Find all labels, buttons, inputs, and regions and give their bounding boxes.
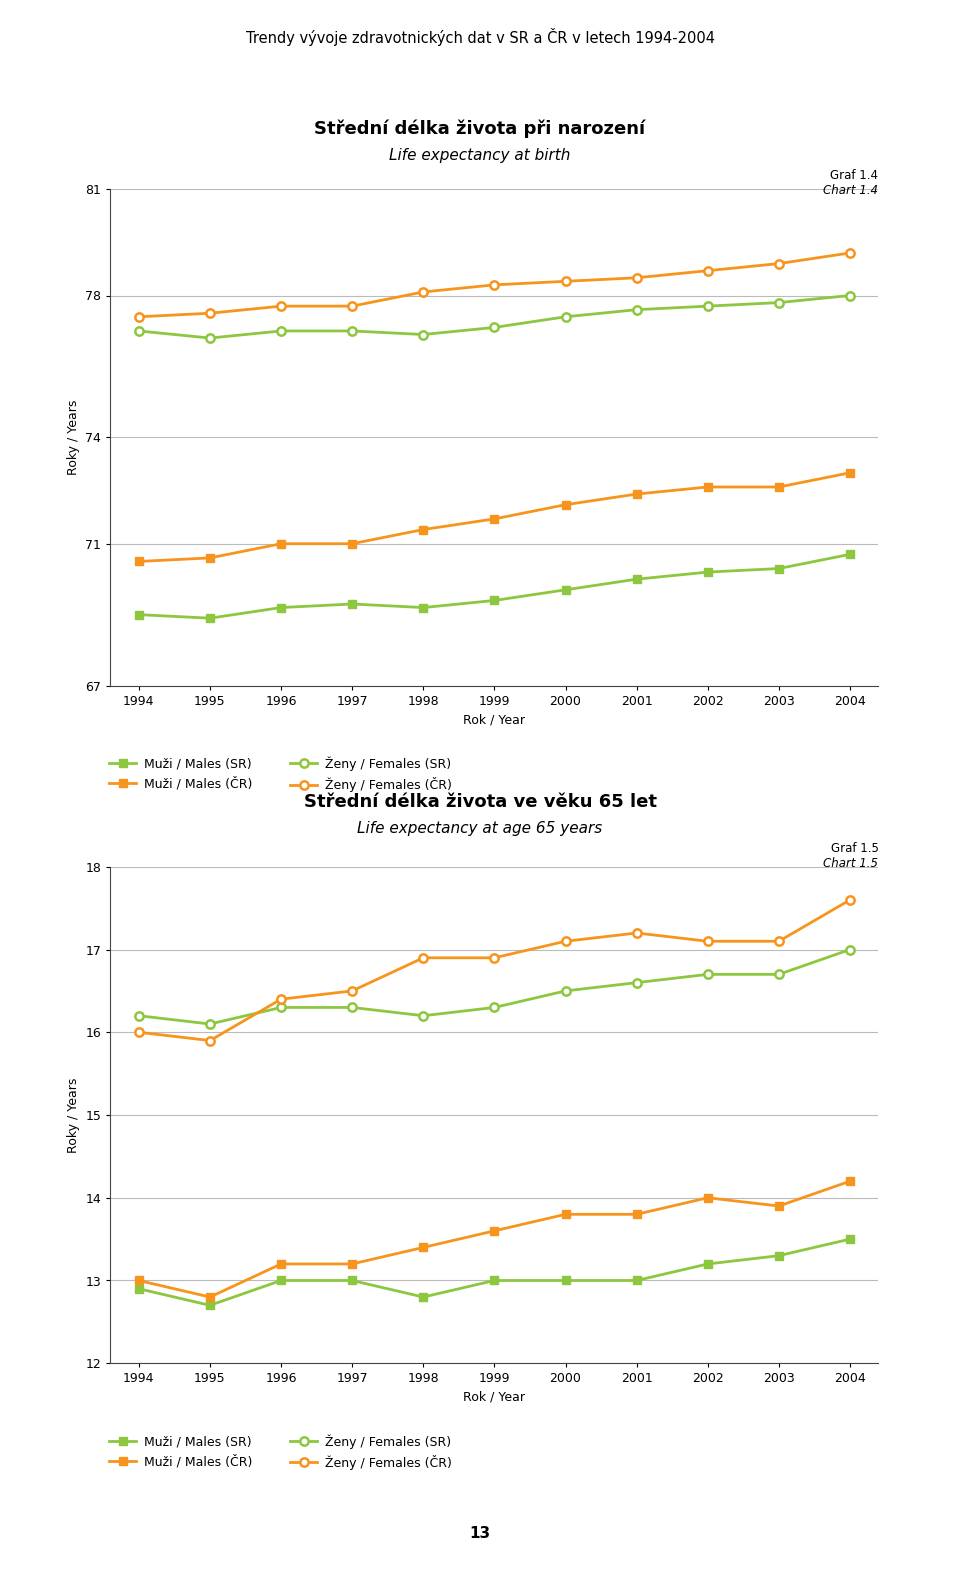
Text: Chart 1.4: Chart 1.4 xyxy=(824,184,878,197)
Text: Graf 1.4: Graf 1.4 xyxy=(830,169,878,181)
Legend: Muži / Males (SR), Muži / Males (ČR), Ženy / Females (SR), Ženy / Females (ČR): Muži / Males (SR), Muži / Males (ČR), Že… xyxy=(109,756,452,793)
Text: Střední délka života při narození: Střední délka života při narození xyxy=(315,120,645,139)
Text: Life expectancy at birth: Life expectancy at birth xyxy=(390,148,570,164)
Y-axis label: Roky / Years: Roky / Years xyxy=(67,400,80,474)
Text: Trendy vývoje zdravotnických dat v SR a ČR v letech 1994-2004: Trendy vývoje zdravotnických dat v SR a … xyxy=(246,28,714,46)
Y-axis label: Roky / Years: Roky / Years xyxy=(67,1078,80,1152)
Text: Life expectancy at age 65 years: Life expectancy at age 65 years xyxy=(357,821,603,837)
Text: Střední délka života ve věku 65 let: Střední délka života ve věku 65 let xyxy=(303,793,657,810)
Text: Graf 1.5: Graf 1.5 xyxy=(830,842,878,854)
X-axis label: Rok / Year: Rok / Year xyxy=(464,1392,525,1404)
Text: 13: 13 xyxy=(469,1526,491,1541)
Text: Chart 1.5: Chart 1.5 xyxy=(824,857,878,870)
X-axis label: Rok / Year: Rok / Year xyxy=(464,714,525,727)
Legend: Muži / Males (SR), Muži / Males (ČR), Ženy / Females (SR), Ženy / Females (ČR): Muži / Males (SR), Muži / Males (ČR), Že… xyxy=(109,1434,452,1470)
